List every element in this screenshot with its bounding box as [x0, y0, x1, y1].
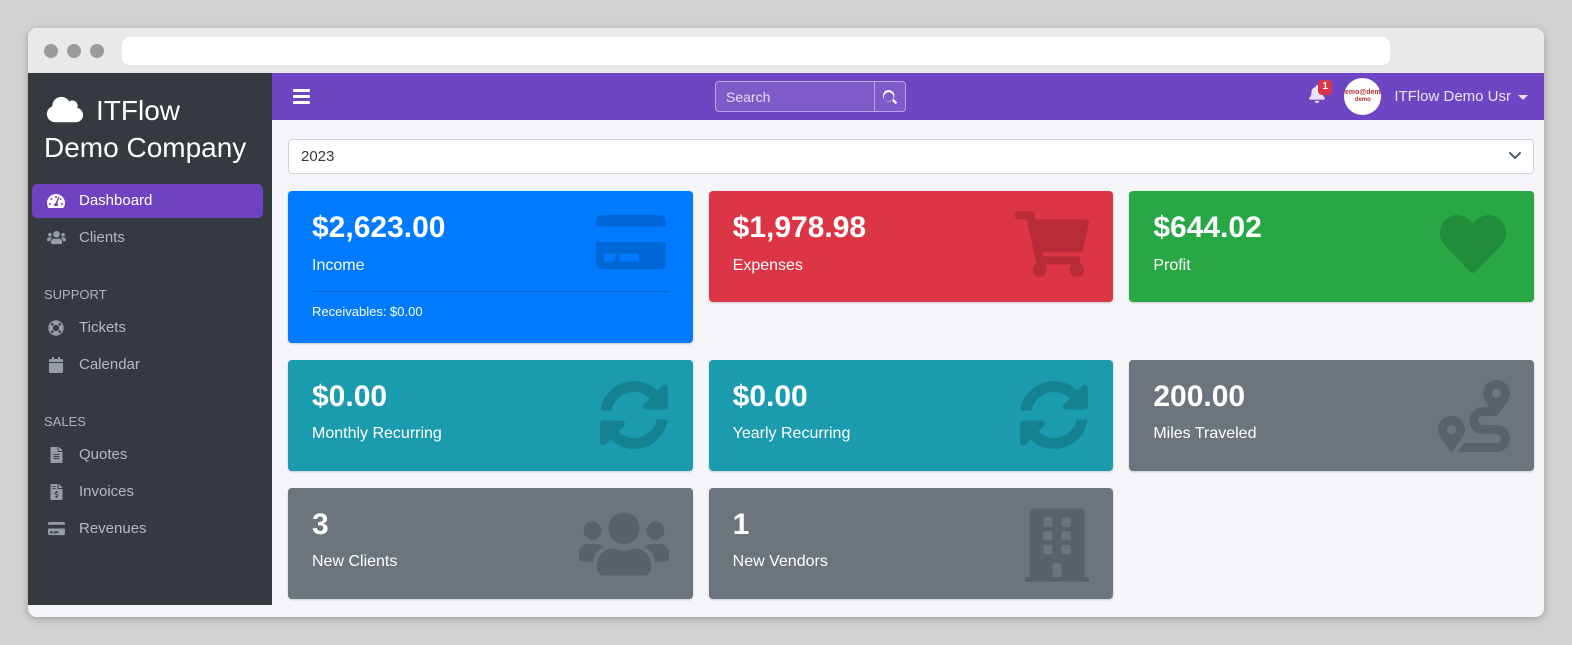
content-column: 1 demo@demo demo ITFlow Demo Usr — [272, 73, 1544, 617]
brand[interactable]: ITFlow Demo Company — [28, 73, 272, 181]
users-icon — [44, 230, 68, 245]
card-value: $0.00 — [312, 379, 388, 413]
app-root: ITFlow Demo Company Dashboard Clients SU… — [28, 73, 1544, 617]
year-select[interactable]: 2023 — [288, 139, 1534, 174]
card-label: Expenses — [732, 256, 803, 274]
sidebar-item-calendar[interactable]: Calendar — [32, 348, 263, 382]
search-button[interactable] — [874, 82, 905, 111]
card-income[interactable]: $2,623.00 Income Receivables: $0.00 — [288, 191, 693, 343]
card-label: Monthly Recurring — [312, 425, 442, 442]
sidebar-item-dashboard[interactable]: Dashboard — [32, 183, 263, 218]
card-profit[interactable]: $644.02 Profit — [1129, 191, 1534, 302]
card-label: Profit — [1153, 256, 1191, 274]
credit-card-icon — [593, 211, 669, 278]
card-expenses[interactable]: $1,978.98 Expenses — [708, 191, 1114, 302]
sidebar-item-label: Quotes — [79, 446, 128, 464]
sidebar-item-label: Invoices — [79, 483, 135, 501]
sidebar-item-clients[interactable]: Clients — [32, 221, 263, 255]
card-value: $644.02 — [1153, 211, 1262, 244]
address-bar[interactable] — [122, 36, 1390, 65]
cloud-icon — [46, 96, 84, 123]
sidebar-item-label: Dashboard — [79, 192, 153, 210]
shopping-cart-icon — [1015, 211, 1090, 282]
credit-card-icon — [44, 521, 68, 536]
heart-icon — [1436, 211, 1510, 282]
browser-window: ITFlow Demo Company Dashboard Clients SU… — [28, 28, 1544, 617]
card-yearly-recurring[interactable]: $0.00 Yearly Recurring — [708, 359, 1114, 471]
navbar-right-cluster: 1 demo@demo demo ITFlow Demo Usr — [1309, 73, 1528, 120]
search-input[interactable] — [716, 82, 874, 111]
card-value: $0.00 — [732, 379, 808, 413]
main-content: 2023 $2,623.00 Income Receivables: $0.00 — [272, 120, 1544, 617]
browser-chrome — [28, 28, 1544, 73]
sync-icon — [1019, 380, 1089, 455]
hamburger-menu-icon[interactable] — [293, 89, 310, 104]
window-control-dot[interactable] — [90, 43, 104, 58]
card-value: 200.00 — [1153, 379, 1246, 413]
sidebar-item-label: Revenues — [79, 520, 147, 538]
card-label: New Clients — [312, 553, 398, 570]
stat-card-grid: $2,623.00 Income Receivables: $0.00 $1,9… — [288, 191, 1534, 599]
tachometer-icon — [44, 193, 68, 209]
brand-label: ITFlow Demo Company — [44, 95, 247, 163]
top-navbar: 1 demo@demo demo ITFlow Demo Usr — [272, 73, 1544, 120]
search-icon — [883, 89, 897, 104]
sidebar: ITFlow Demo Company Dashboard Clients SU… — [28, 73, 272, 605]
card-value: $2,623.00 — [312, 211, 446, 244]
route-icon — [1437, 379, 1510, 457]
caret-down-icon — [1518, 95, 1528, 100]
life-ring-icon — [44, 320, 68, 336]
card-value: $1,978.98 — [732, 211, 867, 244]
card-new-clients[interactable]: 3 New Clients — [288, 487, 693, 599]
sidebar-item-label: Calendar — [79, 356, 140, 374]
card-label: Income — [312, 256, 365, 274]
card-miles-traveled[interactable]: 200.00 Miles Traveled — [1129, 359, 1534, 471]
card-label: Yearly Recurring — [732, 425, 851, 442]
card-value: 3 — [312, 507, 329, 541]
notification-badge: 1 — [1318, 80, 1332, 95]
sidebar-item-quotes[interactable]: Quotes — [32, 438, 263, 472]
year-select-wrap: 2023 — [288, 139, 1534, 174]
user-menu[interactable]: ITFlow Demo Usr — [1394, 88, 1528, 105]
users-icon — [578, 508, 669, 585]
window-controls — [44, 43, 104, 58]
card-new-vendors[interactable]: 1 New Vendors — [708, 487, 1114, 599]
card-footer: Receivables: $0.00 — [312, 290, 669, 319]
sidebar-item-label: Clients — [79, 229, 125, 247]
calendar-icon — [44, 356, 68, 373]
file-invoice-dollar-icon — [44, 483, 68, 500]
notifications-button[interactable]: 1 — [1309, 80, 1332, 108]
sidebar-item-label: Tickets — [79, 319, 126, 337]
user-name: ITFlow Demo Usr — [1394, 88, 1511, 105]
sidebar-item-revenues[interactable]: Revenues — [32, 512, 263, 546]
card-label: Miles Traveled — [1153, 425, 1257, 442]
building-icon — [1025, 507, 1090, 587]
card-monthly-recurring[interactable]: $0.00 Monthly Recurring — [288, 359, 693, 471]
window-control-dot[interactable] — [67, 43, 81, 58]
sidebar-item-invoices[interactable]: Invoices — [32, 475, 263, 509]
card-label: New Vendors — [732, 553, 828, 570]
sidebar-section-sales: SALES — [44, 413, 86, 429]
search-group — [715, 81, 906, 112]
sidebar-section-support: SUPPORT — [44, 286, 107, 302]
sidebar-item-tickets[interactable]: Tickets — [32, 311, 263, 345]
user-avatar[interactable]: demo@demo demo — [1344, 78, 1382, 115]
avatar-text: demo@demo — [1344, 89, 1381, 97]
file-alt-icon — [44, 446, 68, 463]
card-value: 1 — [732, 507, 750, 541]
sync-icon — [599, 380, 669, 455]
avatar-text: demo — [1354, 97, 1371, 104]
window-control-dot[interactable] — [44, 43, 58, 58]
